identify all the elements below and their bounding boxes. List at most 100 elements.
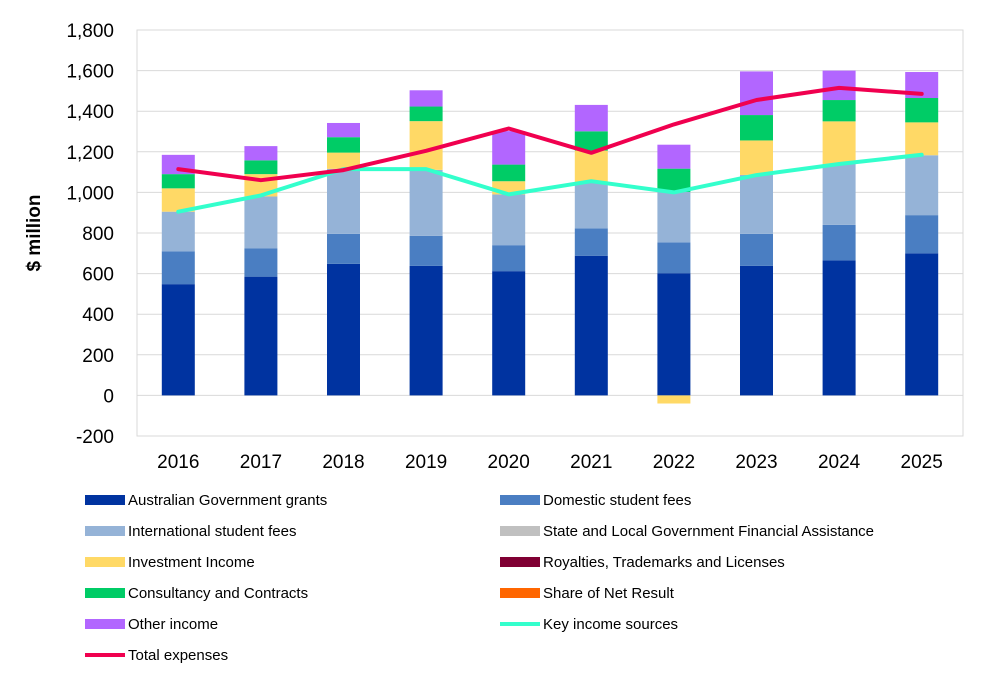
series-line: [176, 85, 924, 183]
bar-segment: [740, 265, 773, 396]
bar-segment: [161, 188, 195, 212]
legend-item: Investment Income: [85, 554, 255, 571]
line-series: [176, 85, 924, 214]
series-line: [176, 152, 924, 214]
x-tick-label: 2021: [570, 452, 612, 473]
bar-segment: [409, 169, 443, 236]
bar-segment: [327, 122, 360, 138]
x-tick-label: 2022: [653, 452, 695, 473]
legend-swatch: [500, 526, 540, 536]
bar-series: [161, 70, 939, 404]
bar-segment: [327, 233, 360, 264]
legend-label: Investment Income: [128, 554, 255, 571]
legend-item: Total expenses: [85, 647, 228, 664]
bar-segment: [740, 233, 773, 266]
legend-swatch: [85, 526, 125, 536]
bar-segment: [905, 215, 939, 254]
legend-item: International student fees: [85, 523, 296, 540]
legend-label: International student fees: [128, 523, 296, 540]
legend-label: Royalties, Trademarks and Licenses: [543, 554, 785, 571]
x-tick-label: 2025: [901, 452, 943, 473]
bar-segment: [161, 211, 195, 252]
y-tick-label: 600: [82, 265, 114, 286]
x-tick-label: 2024: [818, 452, 861, 473]
legend-label: Domestic student fees: [543, 492, 691, 509]
x-tick-label: 2019: [405, 452, 447, 473]
legend-item: Royalties, Trademarks and Licenses: [500, 554, 785, 571]
bar-segment: [409, 121, 443, 170]
legend-item: Share of Net Result: [500, 585, 675, 602]
x-tick-label: 2023: [735, 452, 777, 473]
y-tick-label: 0: [103, 386, 114, 407]
y-tick-label: 1,400: [66, 102, 114, 123]
bar-segment: [822, 70, 856, 101]
bar-segment: [905, 155, 939, 216]
bar-segment: [574, 104, 608, 132]
bar-segment: [327, 137, 360, 153]
y-axis-title: $ million: [24, 194, 45, 271]
bar-segment: [740, 140, 773, 175]
bar-segment: [161, 251, 195, 285]
bar-segment: [740, 115, 773, 141]
bar-segment: [574, 228, 608, 256]
x-tick-label: 2016: [157, 452, 199, 473]
y-axis-tick-labels: -200 0 200 400 600 800 1,000 1,200 1,400 1,600 1,8…: [66, 21, 114, 448]
legend-swatch: [85, 557, 125, 567]
bar-segment: [244, 196, 278, 249]
y-tick-label: 200: [82, 346, 114, 367]
bar-segment: [492, 164, 526, 182]
legend-label: Share of Net Result: [543, 585, 675, 602]
legend-swatch: [500, 557, 540, 567]
bar-segment: [574, 131, 608, 151]
plot-area-border: [136, 29, 964, 437]
bar-segment: [822, 224, 856, 261]
bar-segment: [657, 273, 691, 396]
legend-item: Australian Government grants: [85, 492, 327, 509]
bar-segment: [905, 98, 939, 123]
legend-swatch: [500, 588, 540, 598]
legend-label: Consultancy and Contracts: [128, 585, 308, 602]
bar-segment: [740, 71, 773, 116]
bar-segment: [657, 168, 691, 192]
bar-segment: [244, 160, 278, 175]
bar-segment: [492, 271, 526, 396]
bar-segment: [161, 284, 195, 396]
bar-segment: [657, 144, 691, 169]
y-tick-label: -200: [76, 427, 114, 448]
bar-segment: [244, 146, 278, 161]
y-tick-label: 1,600: [66, 62, 114, 83]
x-axis-tick-labels: 2016 2017 2018 2019 2020 2021 2022 2023 2024 2025: [157, 452, 943, 473]
legend-label: Other income: [128, 616, 218, 633]
bar-segment: [574, 150, 608, 183]
x-tick-label: 2020: [488, 452, 530, 473]
bar-segment: [822, 163, 856, 225]
bar-segment: [905, 253, 939, 396]
legend-label: State and Local Government Financial Ass…: [543, 523, 874, 540]
legend-swatch: [85, 619, 125, 629]
bar-segment: [657, 395, 691, 404]
legend-swatch: [500, 495, 540, 505]
bar-segment: [244, 248, 278, 277]
legend-label: Total expenses: [128, 647, 228, 664]
legend-label: Key income sources: [543, 616, 678, 633]
legend-swatch: [85, 588, 125, 598]
y-tick-label: 1,000: [66, 183, 114, 204]
y-tick-label: 800: [82, 224, 114, 245]
y-tick-label: 1,200: [66, 143, 114, 164]
legend-swatch: [85, 495, 125, 505]
bar-segment: [409, 265, 443, 396]
x-tick-label: 2017: [240, 452, 282, 473]
legend-item: Consultancy and Contracts: [85, 585, 308, 602]
bar-segment: [492, 131, 526, 165]
y-tick-label: 1,800: [66, 21, 114, 42]
bar-segment: [161, 174, 195, 189]
bar-segment: [409, 90, 443, 107]
bar-segment: [327, 168, 360, 234]
legend-item: Key income sources: [500, 616, 678, 633]
legend-label: Australian Government grants: [128, 492, 327, 509]
bar-segment: [492, 245, 526, 272]
bar-segment: [244, 276, 278, 396]
bar-segment: [657, 242, 691, 274]
legend: Australian Government grants Domestic stu…: [85, 492, 874, 664]
bar-segment: [409, 106, 443, 122]
